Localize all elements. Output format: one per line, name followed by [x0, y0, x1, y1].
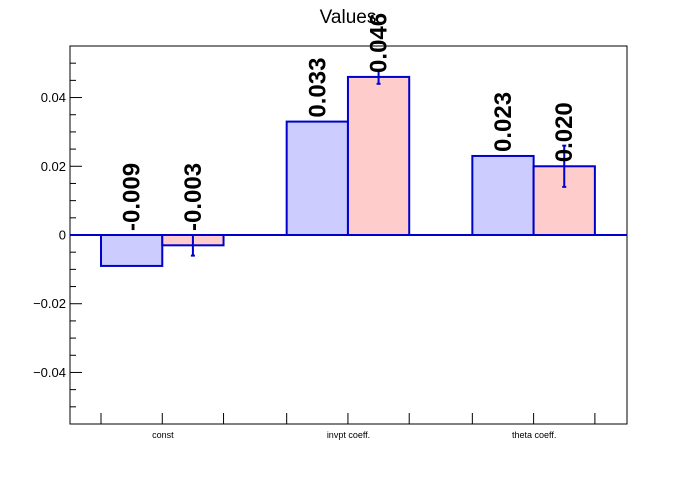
bar-value-label: 0.020: [551, 102, 578, 162]
x-category-label: theta coeff.: [512, 430, 556, 440]
bar: [100, 234, 164, 267]
bar: [285, 120, 349, 236]
bar-value-label: 0.023: [490, 92, 517, 152]
y-tick-label: 0.02: [41, 159, 66, 174]
bar-value-label: 0.046: [366, 13, 393, 73]
y-tick-label: 0.04: [41, 90, 66, 105]
bar-value-label: 0.033: [304, 58, 331, 118]
y-tick-label: −0.02: [33, 296, 66, 311]
y-tick-label: 0: [59, 228, 66, 243]
bar: [346, 75, 411, 236]
x-category-label: const: [152, 430, 174, 440]
y-tick-label: −0.04: [33, 365, 66, 380]
bar-value-label: -0.003: [180, 163, 207, 231]
bar-value-label: -0.009: [119, 163, 146, 231]
chart-title: Values: [320, 7, 377, 28]
bar: [471, 154, 535, 236]
x-category-label: invpt coeff.: [327, 430, 370, 440]
